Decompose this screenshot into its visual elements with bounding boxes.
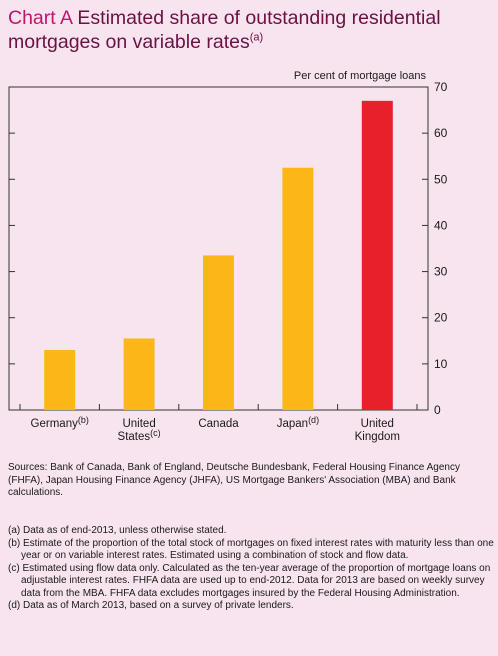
bar-canada xyxy=(203,255,234,410)
y-tick-label: 60 xyxy=(434,126,448,140)
bar-united-kingdom xyxy=(361,100,393,410)
x-tick-label: Germany(b) xyxy=(31,415,89,430)
chart-title: Chart A Estimated share of outstanding r… xyxy=(8,6,488,54)
y-tick-label: 70 xyxy=(434,80,448,94)
y-tick-label: 50 xyxy=(434,172,448,186)
x-tick-label: United Kingdom xyxy=(355,418,400,443)
bar-chart: 0 10 20 30 40 50 60 70 Per cent of mortgage loan… xyxy=(8,70,448,443)
bar-germany xyxy=(44,350,76,410)
y-axis-label: Per cent of mortgage loans xyxy=(294,70,427,82)
bar-japan xyxy=(282,167,314,410)
x-tick-label: Canada xyxy=(198,418,239,430)
bar-united-states xyxy=(123,338,155,410)
x-tick-label: United States(c) xyxy=(118,418,161,443)
footnotes: (a) Data as of end-2013, unless otherwis… xyxy=(8,525,494,613)
chart-tag: Chart A xyxy=(8,7,72,29)
y-tick-label: 0 xyxy=(434,403,441,417)
chart-title-text: Estimated share of outstanding residenti… xyxy=(8,7,441,53)
y-tick-label: 20 xyxy=(434,311,448,325)
y-tick-label: 40 xyxy=(434,218,448,232)
footnote-c: (c) Estimated using flow data only. Calc… xyxy=(8,562,491,599)
sources-note: Sources: Bank of Canada, Bank of England… xyxy=(8,462,460,498)
title-note-mark: (a) xyxy=(249,31,264,44)
footnote-b: (b) Estimate of the proportion of the to… xyxy=(8,537,494,562)
y-tick-label: 10 xyxy=(434,357,448,371)
footnote-d: (d) Data as of March 2013, based on a su… xyxy=(8,600,294,611)
plot-area: 0 10 20 30 40 50 60 70 Per cent of mortgage loan… xyxy=(8,70,448,443)
y-tick-label: 30 xyxy=(434,265,448,279)
footnote-a: (a) Data as of end-2013, unless otherwis… xyxy=(8,525,227,536)
x-tick-label: Japan(d) xyxy=(277,415,319,430)
